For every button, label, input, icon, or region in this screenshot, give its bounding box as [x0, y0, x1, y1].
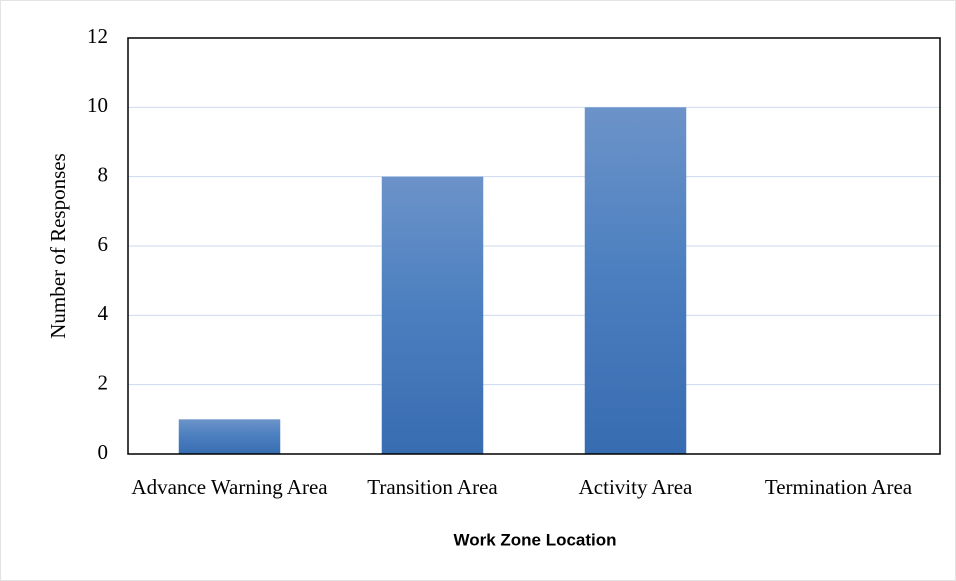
y-tick-label: 0 [98, 440, 109, 464]
bar [584, 107, 687, 454]
y-axis-label: Number of Responses [46, 153, 70, 338]
x-tick-label: Activity Area [578, 475, 693, 499]
x-axis-label: Work Zone Location [453, 530, 616, 549]
bar [178, 419, 281, 454]
bars [178, 107, 687, 454]
bar [381, 176, 484, 454]
y-tick-label: 2 [98, 370, 109, 394]
x-tick-label: Advance Warning Area [131, 475, 328, 499]
y-tick-label: 4 [98, 301, 109, 325]
x-tick-label: Transition Area [367, 475, 498, 499]
plot-frame [127, 37, 941, 455]
y-tick-label: 8 [98, 162, 109, 186]
y-tick-label: 6 [98, 232, 109, 256]
y-tick-label: 12 [87, 24, 108, 48]
y-tick-label: 10 [87, 93, 108, 117]
x-tick-label: Termination Area [764, 475, 913, 499]
